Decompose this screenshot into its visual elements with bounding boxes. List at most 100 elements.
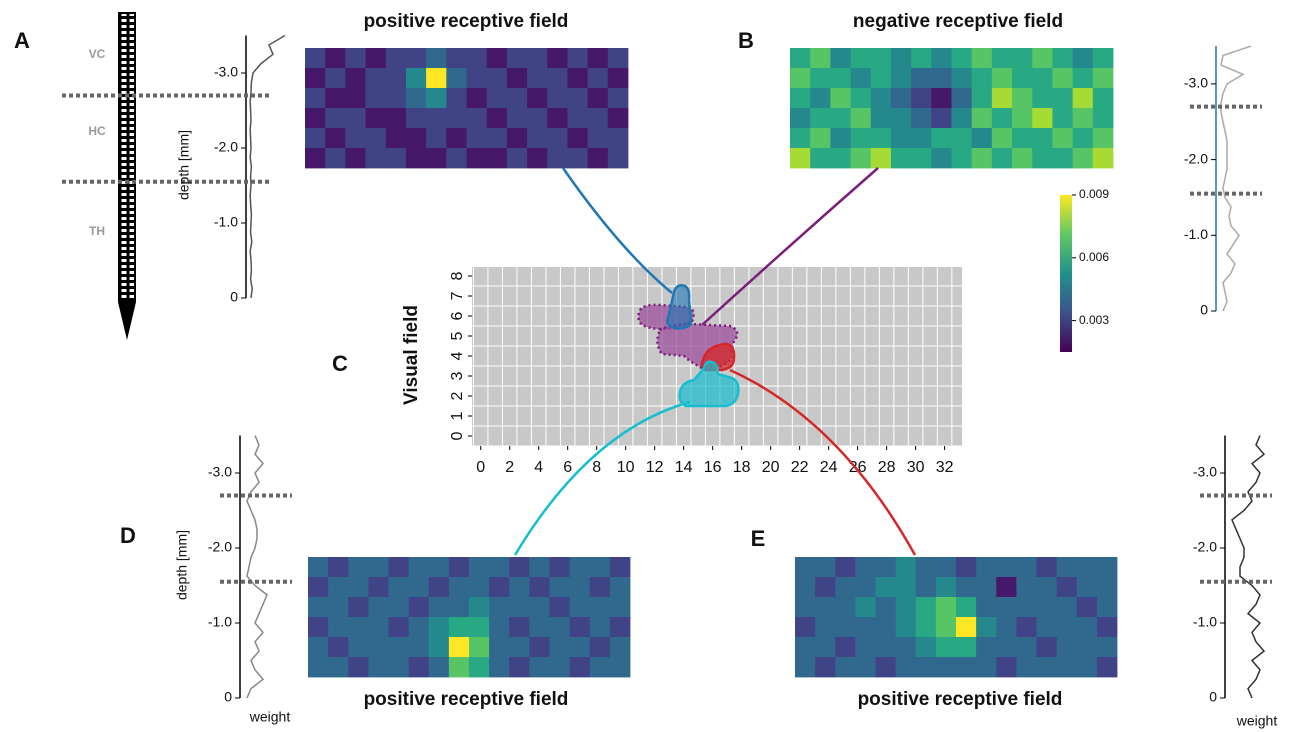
field-outlines — [637, 284, 740, 408]
heatmap-cell — [308, 557, 329, 578]
heatmap-cell — [1096, 657, 1118, 678]
heatmap-cell — [345, 48, 366, 69]
heatmap-cell — [971, 128, 993, 149]
heatmap-cell — [405, 68, 427, 89]
heatmap-cell — [607, 128, 629, 149]
panel-label: E — [751, 526, 766, 551]
y-tick-label: 6 — [449, 311, 466, 320]
heatmap-cell — [529, 577, 550, 598]
heatmap-cell — [448, 557, 470, 578]
heatmap-cell — [875, 557, 897, 578]
heatmap-cell — [325, 148, 346, 169]
heatmap-cell — [547, 68, 568, 89]
heatmap-cell — [325, 88, 346, 109]
heatmap-cell — [1052, 88, 1074, 109]
heatmap-cell — [607, 148, 629, 169]
heatmap-cell — [348, 557, 369, 578]
heatmap-cell — [405, 128, 427, 149]
x-tick-label: 28 — [878, 459, 896, 476]
heatmap-cell — [609, 597, 631, 618]
heatmap-cell — [1076, 657, 1098, 678]
heatmap-cell — [810, 148, 831, 169]
heatmap-cell — [365, 108, 387, 129]
heatmap-cell — [1012, 148, 1033, 169]
heatmap-cell — [328, 637, 349, 658]
heatmap-cell — [486, 128, 508, 149]
heatmap-cell — [509, 657, 530, 678]
heatmap-cell — [956, 577, 977, 598]
heatmap-cell — [365, 48, 387, 69]
heatmap-cell — [971, 88, 993, 109]
heatmap-cell — [529, 637, 550, 658]
heatmap-cell — [1092, 128, 1114, 149]
heatmap-cell — [408, 657, 430, 678]
heatmap-cell — [971, 148, 993, 169]
heatmap-cell — [870, 148, 892, 169]
heatmap-cell — [589, 557, 611, 578]
heatmap-cell — [1056, 577, 1078, 598]
y-tick-label: 0 — [224, 689, 232, 705]
heatmap-cell — [795, 637, 816, 658]
heatmap-cell — [830, 108, 851, 129]
weight-line — [246, 435, 268, 699]
heatmap-cell — [996, 637, 1017, 658]
heatmap-title: positive receptive field — [364, 11, 569, 32]
heatmap-cell — [835, 637, 856, 658]
heatmap-cell — [426, 148, 447, 169]
heatmap-cell — [795, 577, 816, 598]
heatmap-cell — [1072, 148, 1094, 169]
heatmap-cell — [1012, 108, 1033, 129]
heatmap-cell — [385, 108, 407, 129]
heatmap-cell — [405, 108, 427, 129]
heatmap-cell — [589, 637, 611, 658]
heatmap-cell — [1016, 657, 1037, 678]
y-tick-label: -2.0 — [208, 539, 232, 555]
heatmap-cell — [428, 577, 450, 598]
heatmap-cell — [428, 557, 450, 578]
panel-label: A — [14, 28, 30, 53]
heatmap-cell — [466, 88, 488, 109]
y-tick-label: 0 — [230, 289, 238, 305]
heatmap-cell — [996, 577, 1017, 598]
heatmap-cell — [569, 657, 591, 678]
heatmap-cell — [569, 577, 591, 598]
heatmap-cell — [790, 108, 811, 129]
heatmap-cell — [325, 128, 346, 149]
heatmap-cell — [509, 617, 530, 638]
heatmap-cell — [368, 577, 389, 598]
heatmap-cell — [587, 68, 609, 89]
heatmap-cell — [931, 88, 952, 109]
heatmap-cell — [506, 88, 528, 109]
x-tick-label: 10 — [617, 459, 635, 476]
heatmap-cell — [308, 597, 329, 618]
heatmap-cell — [426, 68, 447, 89]
heatmap-cell — [835, 577, 856, 598]
heatmap-cell — [325, 48, 346, 69]
heatmap-cell — [976, 557, 997, 578]
heatmap-cell — [1092, 148, 1114, 169]
heatmap-cell — [1072, 128, 1094, 149]
heatmap-cell — [529, 657, 550, 678]
heatmap-cell — [569, 557, 591, 578]
chart-layer: 0.003 0.006 0.009 positive receptive field n… — [62, 11, 1277, 729]
heatmap-cell — [1076, 557, 1098, 578]
heatmap-cell — [348, 577, 369, 598]
heatmap-cell — [815, 597, 836, 618]
heatmap-cell — [527, 68, 548, 89]
heatmap-cell — [991, 48, 1013, 69]
heatmap-cell — [589, 597, 611, 618]
heatmap-cell — [328, 577, 349, 598]
heatmap-cell — [1076, 577, 1098, 598]
heatmap-cell — [527, 128, 548, 149]
heatmap-cell — [1052, 48, 1074, 69]
heatmap-cell — [1096, 617, 1118, 638]
heatmap-cell — [991, 88, 1013, 109]
heatmap-cell — [348, 597, 369, 618]
heatmap-cell — [448, 597, 470, 618]
heatmap-cell — [348, 637, 369, 658]
heatmap-cell — [486, 48, 508, 69]
heatmap-cell — [951, 48, 973, 69]
heatmap-cell — [446, 68, 467, 89]
heatmap-cell — [609, 617, 631, 638]
heatmap-cell — [870, 108, 892, 129]
